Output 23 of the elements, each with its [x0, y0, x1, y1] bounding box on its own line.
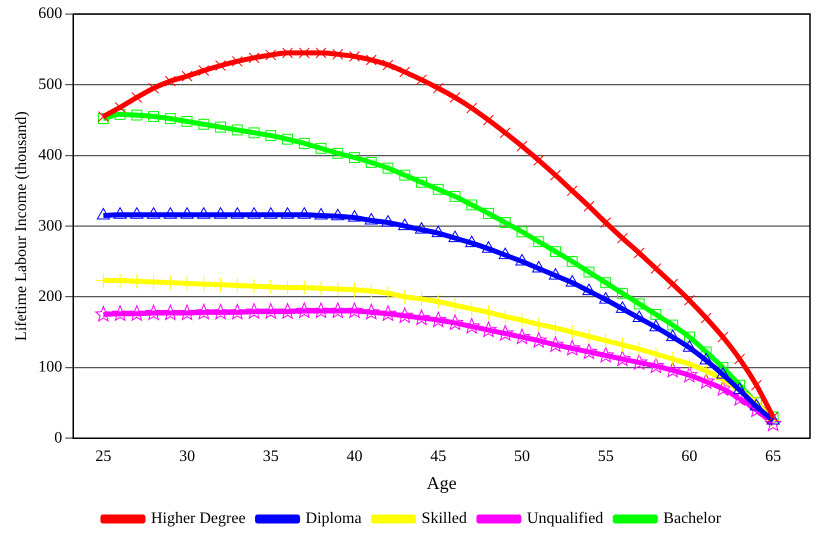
- y-tick-label: 300: [38, 217, 62, 234]
- y-tick-label: 500: [38, 76, 62, 93]
- x-tick-label: 50: [514, 448, 530, 466]
- y-axis-title: Lifetime Labour Income (thousand): [12, 111, 30, 341]
- x-axis-title: Age: [426, 472, 457, 493]
- x-tick-label: 40: [346, 448, 363, 466]
- y-tick-label: 400: [38, 146, 62, 164]
- legend-label: Bachelor: [663, 510, 722, 528]
- legend-label: Skilled: [422, 510, 467, 528]
- y-tick-label: 0: [54, 429, 62, 446]
- x-tick-label: 55: [598, 448, 614, 466]
- legend-label: Higher Degree: [150, 510, 246, 528]
- legend-label: Unqualified: [526, 510, 604, 528]
- x-tick-label: 45: [430, 448, 446, 466]
- y-tick-label: 600: [38, 5, 62, 22]
- x-tick-label: 35: [262, 448, 279, 466]
- x-tick-label: 65: [765, 448, 782, 466]
- legend-label: Diploma: [306, 510, 362, 528]
- x-tick-label: 30: [179, 448, 196, 466]
- x-tick-label: 25: [95, 448, 112, 466]
- y-tick-label: 200: [38, 288, 62, 306]
- y-tick-label: 100: [38, 358, 62, 376]
- x-tick-label: 60: [681, 448, 698, 466]
